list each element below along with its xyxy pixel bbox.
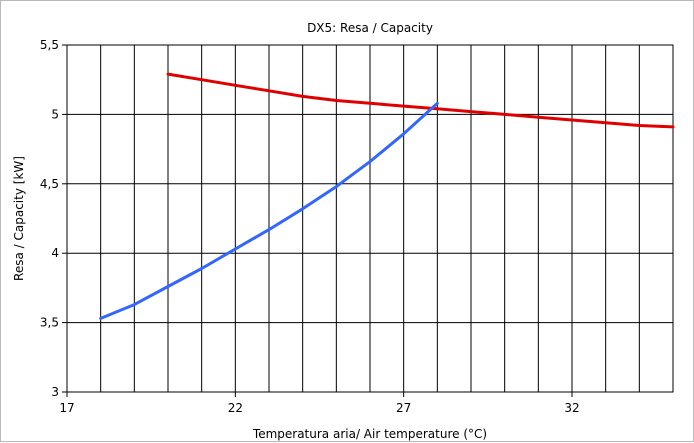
y-tick-label: 4,5 [40,177,59,191]
y-axis-label: Resa / Capacity [kW] [12,156,26,281]
x-tick-label: 32 [564,401,579,415]
plot-area [66,44,674,393]
x-tick-label: 22 [228,401,243,415]
x-tick-label: 27 [396,401,411,415]
x-tick-label: 17 [59,401,74,415]
y-tick-label: 3,5 [40,316,59,330]
y-tick-label: 5 [51,107,59,121]
series-line-2 [99,101,439,320]
grid-lines [62,44,674,397]
x-tick-labels: 17 22 27 32 [59,401,579,415]
series-line-1 [166,72,675,129]
y-tick-labels: 3 3,5 4 4,5 5 5,5 [40,38,59,399]
chart-title: DX5: Resa / Capacity [307,21,433,35]
x-axis-label: Temperatura aria/ Air temperature (°C) [252,427,487,441]
y-tick-label: 5,5 [40,38,59,52]
series-lines [99,72,675,320]
y-tick-label: 4 [51,246,59,260]
y-tick-label: 3 [51,385,59,399]
